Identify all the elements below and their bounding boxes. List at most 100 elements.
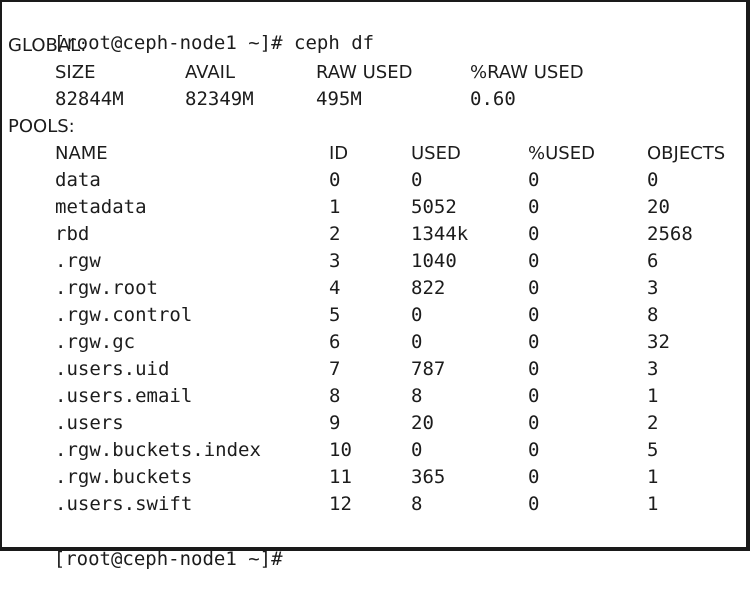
pool-objects: 5 (647, 439, 659, 461)
pools-header-id: ID (329, 143, 349, 164)
pool-row: .users.swift 12 8 0 1 (2, 491, 742, 518)
pool-objects: 0 (647, 169, 659, 191)
pool-objects: 1 (647, 385, 659, 407)
command-text: ceph df (294, 32, 375, 54)
pool-id: 3 (329, 250, 341, 272)
pool-used: 822 (411, 277, 446, 299)
pools-header-objects: OBJECTS (647, 143, 726, 164)
pool-used: 0 (411, 169, 423, 191)
pool-row: .rgw 3 1040 0 6 (2, 248, 742, 275)
pool-id: 0 (329, 169, 341, 191)
pool-pct-used: 0 (528, 169, 540, 191)
pool-row: data 0 0 0 0 (2, 167, 742, 194)
shell-prompt: [root@ceph-node1 ~]# (53, 548, 283, 570)
pool-row: .rgw.root 4 822 0 3 (2, 275, 742, 302)
pool-name: .rgw (55, 250, 101, 272)
pool-id: 4 (329, 277, 341, 299)
pool-used: 365 (411, 466, 446, 488)
pool-id: 5 (329, 304, 341, 326)
global-header-avail: AVAIL (185, 62, 235, 83)
pool-pct-used: 0 (528, 412, 540, 434)
pool-row: .users 9 20 0 2 (2, 410, 742, 437)
pool-used: 1040 (411, 250, 457, 272)
pool-pct-used: 0 (528, 439, 540, 461)
global-avail-value: 82349M (185, 88, 254, 110)
global-pct-raw-used-value: 0.60 (470, 88, 516, 110)
global-header-pct-raw-used: %RAW USED (470, 62, 584, 83)
global-header-raw-used: RAW USED (316, 62, 413, 83)
pool-id: 11 (329, 466, 352, 488)
pool-name: .rgw.gc (55, 331, 136, 353)
pool-name: .rgw.control (55, 304, 193, 326)
pool-pct-used: 0 (528, 196, 540, 218)
pool-id: 7 (329, 358, 341, 380)
pools-section-label: POOLS: (8, 116, 75, 137)
pool-id: 9 (329, 412, 341, 434)
pools-header-name: NAME (55, 143, 108, 164)
pool-id: 8 (329, 385, 341, 407)
pool-objects: 2568 (647, 223, 693, 245)
pool-id: 10 (329, 439, 352, 461)
shell-prompt: [root@ceph-node1 ~]# (53, 32, 283, 54)
pool-objects: 1 (647, 493, 659, 515)
pool-row: .users.uid 7 787 0 3 (2, 356, 742, 383)
pool-objects: 3 (647, 277, 659, 299)
pools-header-pct-used: %USED (528, 143, 595, 164)
pool-objects: 32 (647, 331, 670, 353)
pool-pct-used: 0 (528, 385, 540, 407)
global-size-value: 82844M (55, 88, 124, 110)
pool-used: 20 (411, 412, 434, 434)
pool-pct-used: 0 (528, 493, 540, 515)
pool-row: .rgw.control 5 0 0 8 (2, 302, 742, 329)
pool-name: .users.uid (55, 358, 170, 380)
pool-pct-used: 0 (528, 331, 540, 353)
final-prompt-line[interactable]: [root@ceph-node1 ~]# (8, 519, 283, 570)
pool-objects: 8 (647, 304, 659, 326)
pool-name: .rgw.buckets (55, 466, 193, 488)
pool-objects: 20 (647, 196, 670, 218)
pool-row: metadata 1 5052 0 20 (2, 194, 742, 221)
pool-objects: 2 (647, 412, 659, 434)
pool-used: 8 (411, 385, 423, 407)
pool-row: rbd 2 1344k 0 2568 (2, 221, 742, 248)
terminal-window[interactable]: [root@ceph-node1 ~]# ceph df GLOBAL: SIZ… (0, 0, 750, 570)
pool-id: 2 (329, 223, 341, 245)
pool-name: data (55, 169, 101, 191)
pool-name: .users.email (55, 385, 193, 407)
pool-pct-used: 0 (528, 277, 540, 299)
pool-name: .users (55, 412, 124, 434)
global-value-row: 82844M 82349M 495M 0.60 (2, 86, 742, 113)
pool-row: .rgw.buckets 11 365 0 1 (2, 464, 742, 491)
global-header-size: SIZE (55, 62, 96, 83)
pool-name: metadata (55, 196, 147, 218)
pool-pct-used: 0 (528, 358, 540, 380)
pools-header-row: NAME ID USED %USED OBJECTS (2, 140, 742, 167)
pool-used: 787 (411, 358, 446, 380)
pool-pct-used: 0 (528, 304, 540, 326)
pool-pct-used: 0 (528, 466, 540, 488)
pool-id: 1 (329, 196, 341, 218)
global-section-label: GLOBAL: (8, 35, 87, 56)
pool-objects: 6 (647, 250, 659, 272)
command-line: [root@ceph-node1 ~]# ceph df (8, 3, 374, 54)
pool-pct-used: 0 (528, 250, 540, 272)
pool-objects: 3 (647, 358, 659, 380)
pool-pct-used: 0 (528, 223, 540, 245)
global-raw-used-value: 495M (316, 88, 362, 110)
pool-used: 0 (411, 439, 423, 461)
pool-row: .rgw.buckets.index 10 0 0 5 (2, 437, 742, 464)
pool-used: 0 (411, 304, 423, 326)
pool-id: 12 (329, 493, 352, 515)
pool-name: .rgw.buckets.index (55, 439, 261, 461)
pool-row: .rgw.gc 6 0 0 32 (2, 329, 742, 356)
pools-header-used: USED (411, 143, 461, 164)
global-header-row: SIZE AVAIL RAW USED %RAW USED (2, 59, 742, 86)
pool-used: 0 (411, 331, 423, 353)
pool-name: .users.swift (55, 493, 193, 515)
pool-name: .rgw.root (55, 277, 158, 299)
pool-objects: 1 (647, 466, 659, 488)
pool-id: 6 (329, 331, 341, 353)
pool-row: .users.email 8 8 0 1 (2, 383, 742, 410)
pool-used: 1344k (411, 223, 469, 245)
pool-used: 8 (411, 493, 423, 515)
